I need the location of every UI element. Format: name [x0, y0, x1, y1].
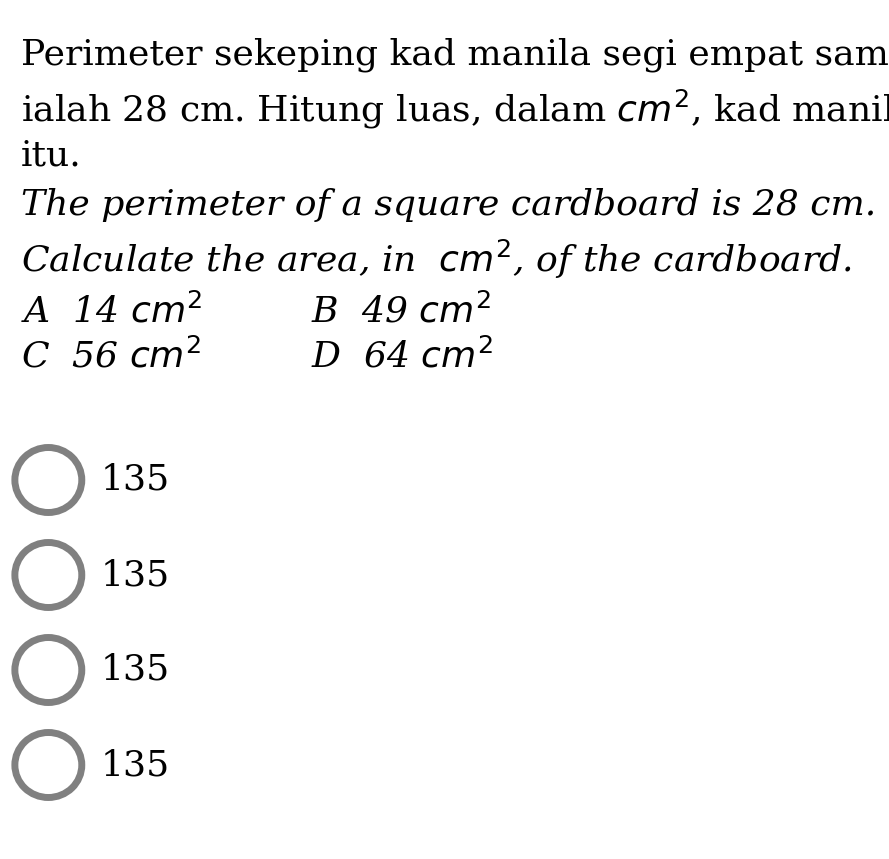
- Text: A  14 $\mathit{cm}^2$: A 14 $\mathit{cm}^2$: [20, 293, 203, 329]
- Text: 135: 135: [100, 463, 170, 497]
- Text: B  49 $\mathit{cm}^2$: B 49 $\mathit{cm}^2$: [311, 293, 491, 329]
- Ellipse shape: [15, 637, 82, 703]
- Text: 135: 135: [100, 558, 170, 592]
- Ellipse shape: [15, 448, 82, 513]
- Text: D  64 $\mathit{cm}^2$: D 64 $\mathit{cm}^2$: [311, 338, 493, 375]
- Text: 135: 135: [100, 653, 170, 687]
- Ellipse shape: [15, 543, 82, 607]
- Text: The perimeter of a square cardboard is 28 cm.: The perimeter of a square cardboard is 2…: [20, 188, 876, 222]
- Text: itu.: itu.: [20, 138, 82, 172]
- Text: ialah 28 cm. Hitung luas, dalam $\mathit{cm}^2$, kad manila: ialah 28 cm. Hitung luas, dalam $\mathit…: [20, 88, 889, 131]
- Ellipse shape: [15, 733, 82, 797]
- Text: 135: 135: [100, 748, 170, 782]
- Text: C  56 $\mathit{cm}^2$: C 56 $\mathit{cm}^2$: [20, 338, 201, 375]
- Text: Perimeter sekeping kad manila segi empat sama: Perimeter sekeping kad manila segi empat…: [20, 38, 889, 72]
- Text: Calculate the area, in  $\mathit{cm}^2$, of the cardboard.: Calculate the area, in $\mathit{cm}^2$, …: [20, 238, 852, 281]
